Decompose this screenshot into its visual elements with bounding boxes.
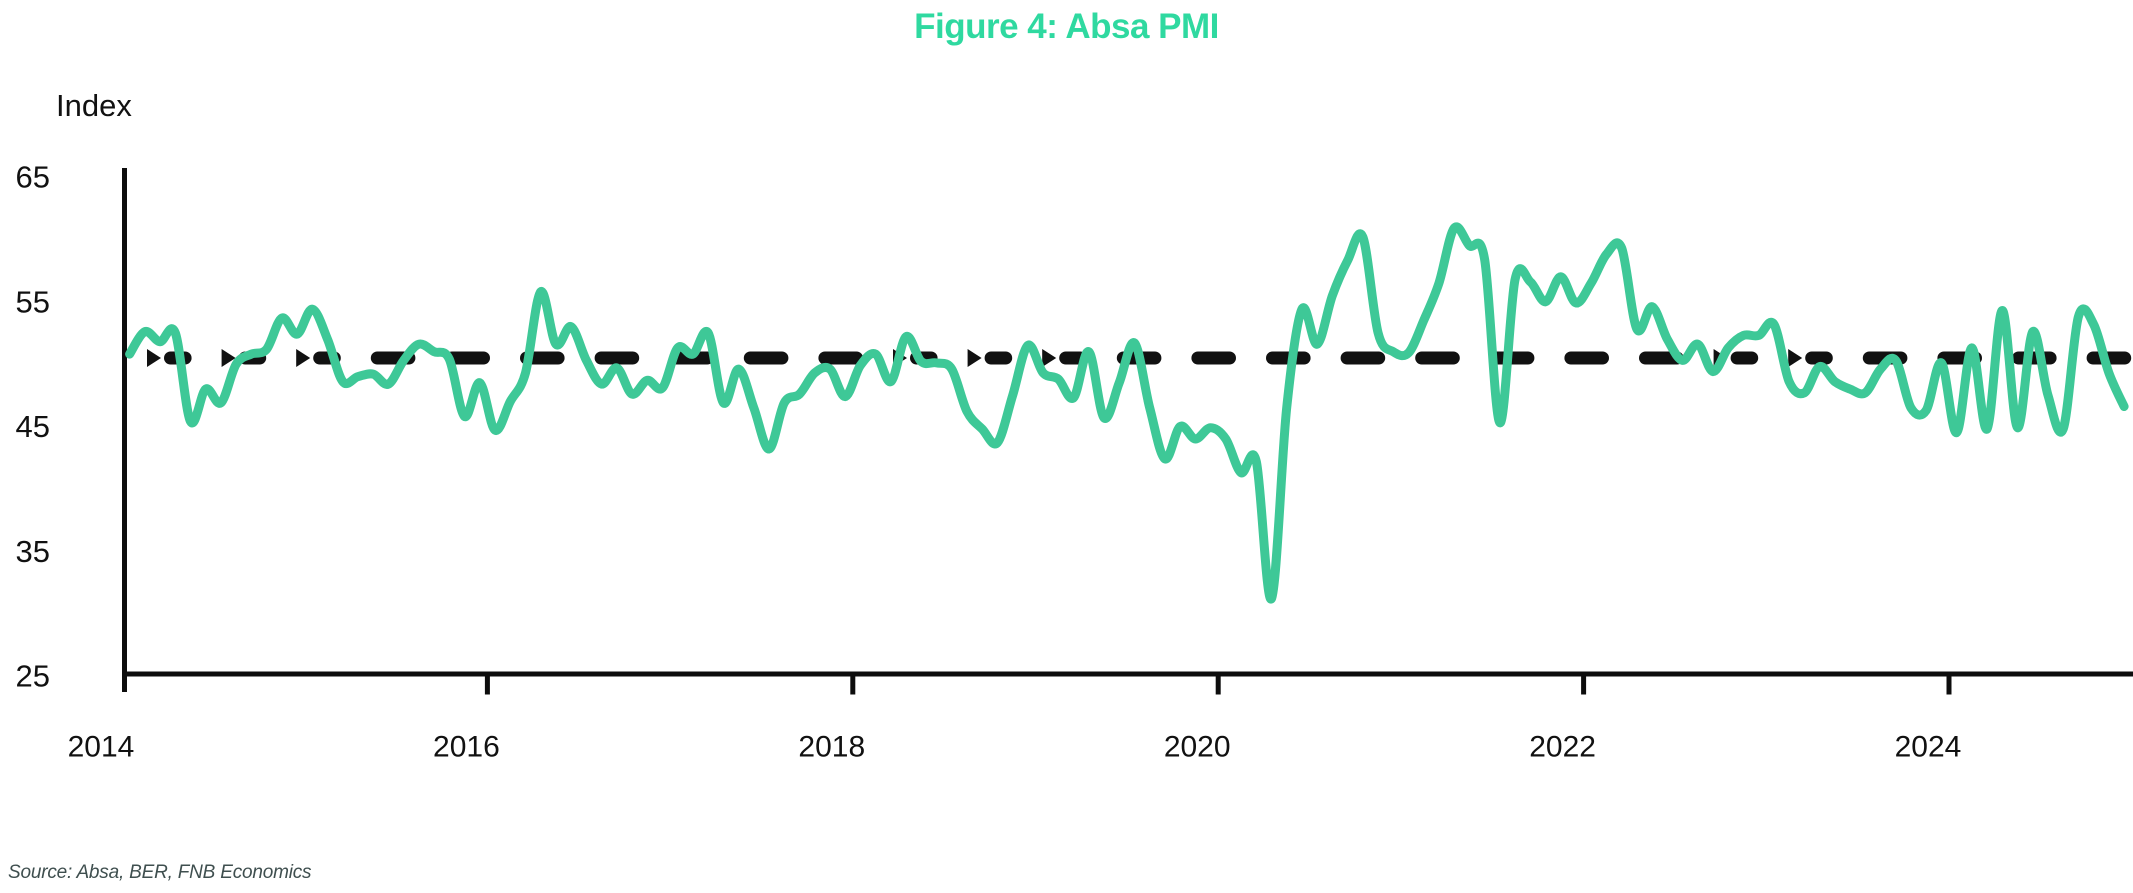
x-tick xyxy=(484,676,490,695)
y-tick-label: 35 xyxy=(16,534,50,569)
x-tick-label: 2024 xyxy=(1895,731,1962,764)
reference-dash xyxy=(818,351,863,365)
x-tick-label: 2014 xyxy=(68,731,135,764)
x-tick xyxy=(1581,676,1587,695)
reference-dash xyxy=(743,351,789,365)
x-tick xyxy=(1946,676,1952,695)
axes: 2014 2016 2018 2020 2022 2024 65 55 45 35 25 xyxy=(16,160,2133,764)
y-tick-label: 65 xyxy=(16,160,50,195)
reference-arrow xyxy=(967,349,982,367)
chart-title: Figure 4: Absa PMI xyxy=(914,7,1219,46)
source-note: Source: Absa, BER, FNB Economics xyxy=(8,862,312,883)
x-tick xyxy=(1215,676,1221,695)
reference-arrow xyxy=(221,349,236,367)
y-tick-label: 25 xyxy=(16,659,50,694)
x-tick-label: 2018 xyxy=(798,731,865,764)
reference-dash xyxy=(594,351,640,365)
reference-arrow xyxy=(1042,349,1057,367)
reference-dash xyxy=(984,351,1013,365)
x-tick-label: 2016 xyxy=(433,731,500,764)
reference-arrow xyxy=(296,349,311,367)
x-tick xyxy=(850,676,856,695)
reference-dash xyxy=(1340,351,1386,365)
reference-dash xyxy=(445,351,490,365)
reference-arrow xyxy=(147,349,161,367)
y-tick-label: 45 xyxy=(16,409,50,444)
reference-dash xyxy=(1564,351,1609,365)
x-tick-label: 2022 xyxy=(1529,731,1596,764)
reference-dash xyxy=(1805,351,1833,365)
y-tick-label: 55 xyxy=(16,284,50,319)
y-axis-title: Index xyxy=(56,88,132,123)
reference-dash xyxy=(1730,351,1759,365)
x-axis-line xyxy=(122,671,2133,677)
x-tick-label: 2020 xyxy=(1164,731,1231,764)
reference-dash xyxy=(2012,351,2057,365)
reference-dash xyxy=(1191,351,1236,365)
reference-dash xyxy=(1415,351,1460,365)
pmi-series-line xyxy=(125,222,2129,604)
reference-arrow xyxy=(1788,349,1803,367)
y-axis-line xyxy=(122,168,127,692)
